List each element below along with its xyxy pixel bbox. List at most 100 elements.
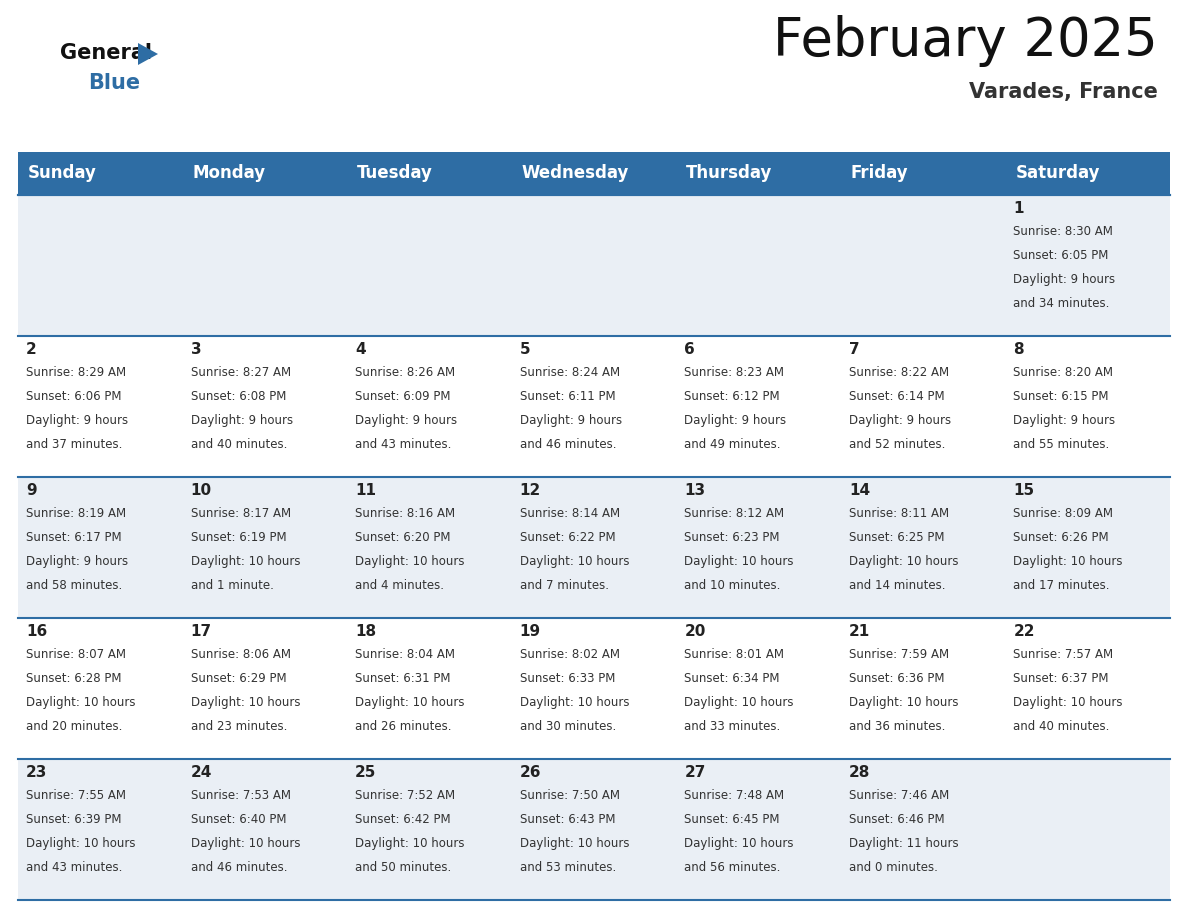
Text: Sunrise: 7:55 AM: Sunrise: 7:55 AM xyxy=(26,789,126,802)
Text: 11: 11 xyxy=(355,483,377,498)
Text: 1: 1 xyxy=(1013,201,1024,216)
Text: and 52 minutes.: and 52 minutes. xyxy=(849,438,946,451)
Text: Sunrise: 8:12 AM: Sunrise: 8:12 AM xyxy=(684,507,784,520)
Text: 6: 6 xyxy=(684,342,695,357)
Text: Sunset: 6:37 PM: Sunset: 6:37 PM xyxy=(1013,672,1108,685)
Text: 14: 14 xyxy=(849,483,870,498)
Text: Sunset: 6:45 PM: Sunset: 6:45 PM xyxy=(684,813,779,826)
Text: Daylight: 10 hours: Daylight: 10 hours xyxy=(26,837,135,850)
Text: Sunset: 6:20 PM: Sunset: 6:20 PM xyxy=(355,531,450,544)
Text: and 46 minutes.: and 46 minutes. xyxy=(519,438,617,451)
Text: and 14 minutes.: and 14 minutes. xyxy=(849,579,946,592)
Text: Sunset: 6:17 PM: Sunset: 6:17 PM xyxy=(26,531,121,544)
Text: Sunset: 6:40 PM: Sunset: 6:40 PM xyxy=(190,813,286,826)
Text: Daylight: 9 hours: Daylight: 9 hours xyxy=(355,414,457,427)
Text: Sunrise: 7:48 AM: Sunrise: 7:48 AM xyxy=(684,789,784,802)
Text: Daylight: 10 hours: Daylight: 10 hours xyxy=(684,696,794,709)
Text: Daylight: 10 hours: Daylight: 10 hours xyxy=(519,837,630,850)
Text: Sunrise: 8:09 AM: Sunrise: 8:09 AM xyxy=(1013,507,1113,520)
Text: General: General xyxy=(61,43,152,63)
Text: and 40 minutes.: and 40 minutes. xyxy=(190,438,287,451)
Text: 27: 27 xyxy=(684,765,706,780)
Text: Daylight: 10 hours: Daylight: 10 hours xyxy=(190,554,301,568)
Text: Sunset: 6:33 PM: Sunset: 6:33 PM xyxy=(519,672,615,685)
Text: and 34 minutes.: and 34 minutes. xyxy=(1013,297,1110,310)
Text: 18: 18 xyxy=(355,624,377,639)
Text: Sunrise: 7:57 AM: Sunrise: 7:57 AM xyxy=(1013,648,1113,661)
Text: Daylight: 10 hours: Daylight: 10 hours xyxy=(849,696,959,709)
Text: and 1 minute.: and 1 minute. xyxy=(190,579,273,592)
Text: Daylight: 9 hours: Daylight: 9 hours xyxy=(684,414,786,427)
Text: Sunrise: 8:17 AM: Sunrise: 8:17 AM xyxy=(190,507,291,520)
Text: Thursday: Thursday xyxy=(687,164,772,183)
Text: and 26 minutes.: and 26 minutes. xyxy=(355,720,451,733)
Text: Sunset: 6:28 PM: Sunset: 6:28 PM xyxy=(26,672,121,685)
Text: Daylight: 10 hours: Daylight: 10 hours xyxy=(26,696,135,709)
Text: 21: 21 xyxy=(849,624,870,639)
Text: Sunset: 6:22 PM: Sunset: 6:22 PM xyxy=(519,531,615,544)
Text: Sunset: 6:36 PM: Sunset: 6:36 PM xyxy=(849,672,944,685)
Text: Sunrise: 8:07 AM: Sunrise: 8:07 AM xyxy=(26,648,126,661)
Text: and 40 minutes.: and 40 minutes. xyxy=(1013,720,1110,733)
Text: Sunrise: 7:50 AM: Sunrise: 7:50 AM xyxy=(519,789,620,802)
Text: 22: 22 xyxy=(1013,624,1035,639)
Text: Sunset: 6:09 PM: Sunset: 6:09 PM xyxy=(355,390,450,403)
Text: Sunset: 6:11 PM: Sunset: 6:11 PM xyxy=(519,390,615,403)
Text: Sunset: 6:06 PM: Sunset: 6:06 PM xyxy=(26,390,121,403)
Text: 26: 26 xyxy=(519,765,542,780)
Text: Friday: Friday xyxy=(851,164,909,183)
Text: Sunrise: 7:46 AM: Sunrise: 7:46 AM xyxy=(849,789,949,802)
Text: Sunrise: 8:11 AM: Sunrise: 8:11 AM xyxy=(849,507,949,520)
Text: and 17 minutes.: and 17 minutes. xyxy=(1013,579,1110,592)
Text: Daylight: 9 hours: Daylight: 9 hours xyxy=(849,414,950,427)
Text: and 4 minutes.: and 4 minutes. xyxy=(355,579,444,592)
Bar xyxy=(18,477,1170,618)
Text: and 0 minutes.: and 0 minutes. xyxy=(849,861,937,874)
Text: Daylight: 10 hours: Daylight: 10 hours xyxy=(355,837,465,850)
Text: Daylight: 10 hours: Daylight: 10 hours xyxy=(190,837,301,850)
Text: 12: 12 xyxy=(519,483,541,498)
Bar xyxy=(18,195,1170,336)
Text: 23: 23 xyxy=(26,765,48,780)
Text: Sunrise: 8:16 AM: Sunrise: 8:16 AM xyxy=(355,507,455,520)
Text: Daylight: 10 hours: Daylight: 10 hours xyxy=(1013,696,1123,709)
Text: 16: 16 xyxy=(26,624,48,639)
Text: Sunset: 6:39 PM: Sunset: 6:39 PM xyxy=(26,813,121,826)
Text: 9: 9 xyxy=(26,483,37,498)
Text: 25: 25 xyxy=(355,765,377,780)
Text: Sunset: 6:26 PM: Sunset: 6:26 PM xyxy=(1013,531,1110,544)
Text: Daylight: 10 hours: Daylight: 10 hours xyxy=(355,554,465,568)
Text: and 37 minutes.: and 37 minutes. xyxy=(26,438,122,451)
Text: Sunset: 6:43 PM: Sunset: 6:43 PM xyxy=(519,813,615,826)
Text: Sunset: 6:15 PM: Sunset: 6:15 PM xyxy=(1013,390,1108,403)
Text: 7: 7 xyxy=(849,342,859,357)
Text: 4: 4 xyxy=(355,342,366,357)
Bar xyxy=(18,759,1170,900)
Text: Monday: Monday xyxy=(192,164,266,183)
Text: Daylight: 9 hours: Daylight: 9 hours xyxy=(26,554,128,568)
Text: Daylight: 9 hours: Daylight: 9 hours xyxy=(26,414,128,427)
Text: Sunday: Sunday xyxy=(29,164,97,183)
Text: 15: 15 xyxy=(1013,483,1035,498)
Text: Daylight: 9 hours: Daylight: 9 hours xyxy=(519,414,621,427)
Text: and 49 minutes.: and 49 minutes. xyxy=(684,438,781,451)
Text: Sunset: 6:25 PM: Sunset: 6:25 PM xyxy=(849,531,944,544)
Text: 20: 20 xyxy=(684,624,706,639)
Text: Daylight: 10 hours: Daylight: 10 hours xyxy=(519,696,630,709)
Text: 13: 13 xyxy=(684,483,706,498)
Text: Daylight: 10 hours: Daylight: 10 hours xyxy=(684,554,794,568)
Polygon shape xyxy=(138,43,158,65)
Text: 10: 10 xyxy=(190,483,211,498)
Text: and 36 minutes.: and 36 minutes. xyxy=(849,720,946,733)
Text: and 55 minutes.: and 55 minutes. xyxy=(1013,438,1110,451)
Text: 19: 19 xyxy=(519,624,541,639)
Text: Sunset: 6:46 PM: Sunset: 6:46 PM xyxy=(849,813,944,826)
Text: and 50 minutes.: and 50 minutes. xyxy=(355,861,451,874)
Text: Daylight: 10 hours: Daylight: 10 hours xyxy=(355,696,465,709)
Text: Sunset: 6:31 PM: Sunset: 6:31 PM xyxy=(355,672,450,685)
Text: and 43 minutes.: and 43 minutes. xyxy=(26,861,122,874)
Text: Sunset: 6:05 PM: Sunset: 6:05 PM xyxy=(1013,249,1108,262)
Text: February 2025: February 2025 xyxy=(773,15,1158,67)
Text: Sunset: 6:08 PM: Sunset: 6:08 PM xyxy=(190,390,286,403)
Text: Daylight: 9 hours: Daylight: 9 hours xyxy=(190,414,292,427)
